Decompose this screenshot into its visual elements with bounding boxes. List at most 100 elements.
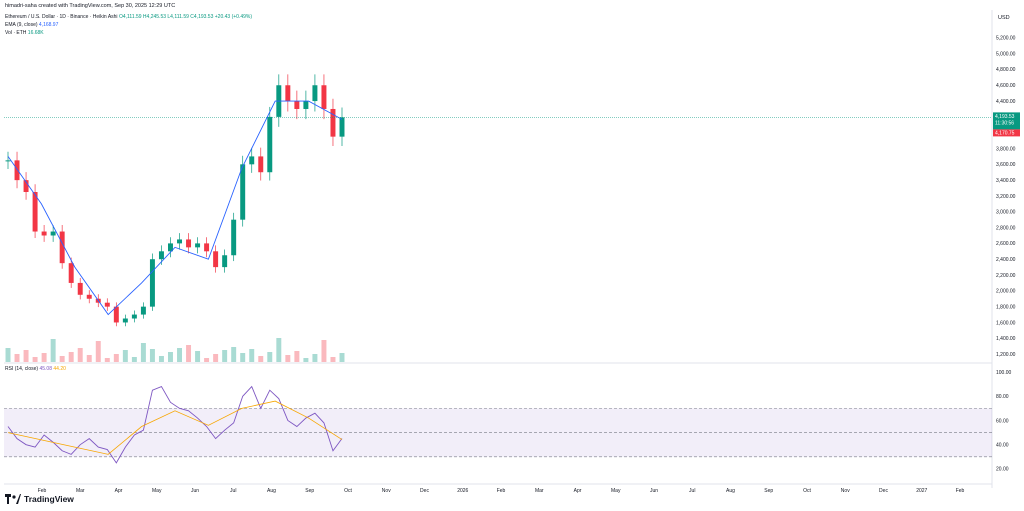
time-tick-label: Dec — [879, 488, 888, 494]
candle-body — [294, 101, 300, 109]
time-tick-label: Feb — [497, 488, 506, 494]
volume-bar — [131, 357, 137, 362]
tradingview-logo-text: TradingView — [24, 494, 74, 504]
volume-bar — [104, 358, 110, 362]
symbol-legend-row[interactable]: Ethereum / U.S. Dollar · 1D · Binance · … — [5, 13, 252, 21]
price-tick-label: 3,200.00 — [996, 194, 1016, 200]
volume-bar — [68, 352, 74, 362]
time-tick-label: Sep — [305, 488, 314, 494]
price-tick-label: 2,200.00 — [996, 273, 1016, 279]
price-tick-label: 4,800.00 — [996, 67, 1016, 73]
candle-body — [131, 314, 137, 319]
rsi-legend[interactable]: RSI (14, close) 45.08 44.20 — [5, 366, 66, 372]
time-tick-label: 2026 — [457, 488, 468, 494]
time-tick-label: Jul — [689, 488, 695, 494]
candle-body — [5, 160, 11, 162]
volume-bar — [59, 356, 65, 362]
candle-body — [240, 164, 246, 220]
last-price-tag — [993, 112, 1020, 130]
time-tick-label: Mar — [535, 488, 544, 494]
price-tick-label: 1,600.00 — [996, 320, 1016, 326]
rsi-ma-line — [7, 400, 343, 455]
volume-bar — [249, 349, 255, 362]
volume-bar — [149, 349, 155, 362]
candle-body — [186, 239, 192, 248]
candle-body — [303, 101, 309, 109]
rsi-value: 45.08 — [39, 366, 52, 372]
time-tick-label: Jul — [230, 488, 236, 494]
candle-body — [312, 85, 318, 102]
volume-bar — [339, 353, 345, 362]
candle-body — [267, 116, 273, 173]
price-tick-label: 2,400.00 — [996, 257, 1016, 263]
currency-label[interactable]: USD — [998, 15, 1010, 21]
price-tick-label: 4,400.00 — [996, 99, 1016, 105]
ema-value: 4,168.97 — [38, 22, 59, 28]
candle-body — [258, 156, 264, 173]
candle-body — [86, 294, 92, 299]
volume-bar — [285, 355, 291, 362]
volume-bar — [140, 343, 146, 362]
chart-header: himadri-saha created with TradingView.co… — [5, 3, 176, 9]
volume-bar — [122, 350, 128, 362]
volume-bar — [267, 352, 273, 362]
candle-body — [195, 243, 201, 248]
rsi-tick-label: 80.00 — [996, 394, 1009, 400]
time-tick-label: 2027 — [916, 488, 927, 494]
time-tick-label: Mar — [76, 488, 85, 494]
volume-bar — [213, 354, 219, 362]
tradingview-logo-icon — [5, 494, 21, 504]
time-tick-label: Nov — [841, 488, 850, 494]
price-tick-label: 1,800.00 — [996, 304, 1016, 310]
price-tick-label: 2,600.00 — [996, 241, 1016, 247]
volume-bar — [294, 351, 300, 362]
time-tick-label: Feb — [38, 488, 47, 494]
chart-legend: Ethereum / U.S. Dollar · 1D · Binance · … — [5, 13, 252, 37]
volume-bar — [276, 338, 282, 362]
volume-bar — [168, 352, 173, 362]
ema-label: EMA (9, close) — [5, 22, 38, 28]
ohlc-values: O4,111.59 H4,245.53 L4,111.59 C4,193.53 … — [118, 14, 253, 20]
rsi-tick-label: 40.00 — [996, 442, 1009, 448]
candle-body — [213, 251, 219, 268]
candle-body — [140, 306, 146, 315]
volume-label: Vol · ETH — [5, 30, 27, 36]
rsi-ma-value: 44.20 — [53, 366, 66, 372]
volume-bar — [177, 348, 182, 362]
rsi-label: RSI (14, close) — [5, 366, 39, 372]
time-tick-label: Jun — [650, 488, 658, 494]
candle-body — [149, 259, 155, 307]
time-tick-label: Oct — [803, 488, 811, 494]
volume-bar — [321, 340, 327, 362]
time-tick-label: Apr — [574, 488, 582, 494]
candle-body — [14, 160, 20, 181]
price-tick-label: 2,000.00 — [996, 289, 1016, 295]
candle-body — [177, 239, 182, 244]
time-tick-label: Sep — [764, 488, 773, 494]
candle-body — [222, 255, 228, 268]
countdown-tag-label: 11:30:56 — [995, 120, 1014, 126]
volume-bar — [204, 358, 210, 362]
candle-body — [158, 251, 164, 260]
candle-body — [77, 282, 83, 295]
time-tick-label: May — [152, 488, 162, 494]
ema-legend-row[interactable]: EMA (9, close) 4,168.97 — [5, 21, 252, 29]
volume-bar — [23, 350, 29, 362]
tradingview-logo[interactable]: TradingView — [5, 494, 74, 504]
price-tick-label: 2,800.00 — [996, 225, 1016, 231]
candle-body — [68, 263, 74, 283]
price-tick-label: 3,000.00 — [996, 210, 1016, 216]
price-tick-label: 1,200.00 — [996, 352, 1016, 358]
rsi-tick-label: 20.00 — [996, 467, 1009, 473]
time-tick-label: Aug — [267, 488, 276, 494]
volume-legend-row[interactable]: Vol · ETH 16.68K — [5, 29, 252, 37]
candle-body — [113, 306, 119, 323]
candle-body — [23, 180, 29, 192]
price-tick-label: 3,600.00 — [996, 162, 1016, 168]
volume-bar — [195, 351, 201, 362]
candle-body — [59, 231, 65, 264]
rsi-band-fill — [4, 408, 992, 457]
symbol-title: Ethereum / U.S. Dollar · 1D · Binance · … — [5, 14, 118, 20]
volume-bar — [158, 356, 164, 362]
